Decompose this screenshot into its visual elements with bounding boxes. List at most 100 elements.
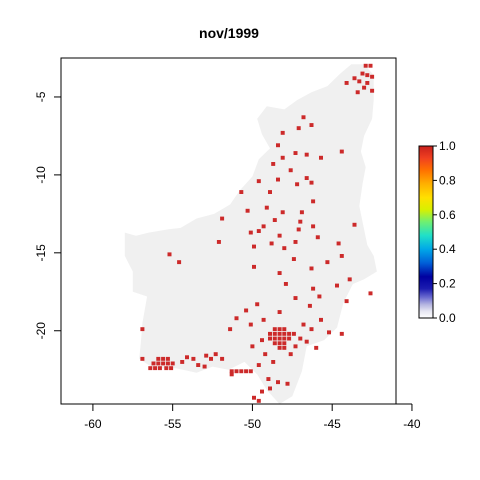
cell-value-1 [156,361,161,366]
cell-value-1 [282,327,287,332]
cell-value-1 [272,327,277,332]
cell-value-1 [256,179,261,184]
cell-value-1 [295,182,300,187]
cell-value-1 [220,356,225,361]
cell-value-1 [293,344,298,349]
cell-value-1 [151,361,156,366]
cell-value-1 [239,369,244,374]
x-tick-label: -50 [244,417,262,431]
cell-value-1 [280,210,285,215]
cell-value-1 [255,302,260,307]
cell-value-1 [291,331,296,336]
cell-value-1 [261,317,266,322]
cell-value-1 [293,296,298,300]
cell-value-1 [244,369,249,374]
cell-value-1 [260,338,264,343]
cell-value-1 [248,369,253,374]
cell-value-1 [272,336,277,341]
cell-value-1 [304,176,309,180]
cell-value-1 [368,291,373,296]
cell-value-1 [315,235,320,240]
cell-value-1 [319,155,323,160]
cell-value-1 [252,395,256,400]
cell-value-1 [169,366,174,371]
cell-value-1 [317,294,322,299]
cell-value-1 [277,331,282,336]
cell-value-1 [276,177,280,182]
y-tick-label: -10 [34,166,48,184]
cell-value-1 [288,352,293,357]
cell-value-1 [365,73,370,78]
cell-value-1 [288,168,293,173]
colorbar-gradient [418,145,434,319]
cell-value-1 [368,63,373,68]
cell-value-1 [263,352,268,357]
y-tick-label: -20 [34,322,48,340]
x-axis: -60 -55 -50 -45 -40 [84,403,421,431]
cell-value-1 [362,85,367,90]
cell-value-1 [276,143,280,148]
cell-value-1 [291,257,296,261]
cell-value-1 [261,224,266,229]
cell-value-1 [276,380,280,385]
cell-value-1 [311,224,316,229]
cell-value-1 [363,63,368,68]
cell-value-1 [285,381,290,386]
cell-value-1 [304,152,309,157]
cell-value-1 [185,355,189,360]
cell-value-1 [271,360,276,364]
cell-value-1 [164,366,169,371]
cell-value-1 [296,126,301,131]
cell-value-1 [282,336,287,341]
y-axis: -5 -10 -15 -20 [34,91,62,340]
cell-value-1 [301,322,306,327]
cell-value-1 [161,356,166,361]
cell-value-1 [234,369,239,374]
x-tick-label: -60 [84,417,102,431]
cell-value-1 [309,180,314,185]
cell-value-1 [287,331,292,336]
cell-value-1 [153,366,158,371]
colorbar-tick-label: 1.0 [439,139,456,153]
cell-value-1 [244,308,249,313]
cell-value-1 [196,363,201,367]
cell-value-1 [344,81,349,85]
cell-value-1 [177,260,182,265]
x-tick-label: -40 [403,417,421,431]
cell-value-1 [339,149,344,154]
cell-value-1 [287,336,292,341]
cell-value-1 [293,151,298,155]
map-layer [124,63,377,404]
cell-value-1 [347,277,352,282]
cell-value-1 [202,364,207,369]
cell-value-1 [209,356,213,361]
cell-value-1 [204,353,209,358]
cell-value-1 [282,246,287,251]
colorbar-tick-label: 0.6 [439,208,456,222]
cell-value-1 [344,299,349,304]
colorbar-tick-label: 0.0 [439,311,456,325]
cell-value-1 [304,339,309,344]
cell-value-1 [277,336,282,341]
cell-value-1 [360,71,365,76]
y-tick-label: -15 [34,244,48,262]
colorbar-legend: 0.0 0.2 0.4 0.6 0.8 1.0 [418,139,456,325]
cell-value-1 [229,369,234,374]
cell-value-1 [234,316,239,321]
cell-value-1 [167,252,172,257]
cell-value-1 [268,331,272,336]
cell-value-1 [355,90,360,95]
cell-value-1 [307,303,312,308]
cell-value-1 [156,356,161,361]
cell-value-1 [357,79,362,84]
cell-value-1 [282,331,287,336]
cell-value-1 [325,260,330,265]
cell-value-1 [213,352,218,357]
cell-value-1 [271,162,276,166]
cell-value-1 [228,327,233,332]
cell-value-1 [301,115,306,120]
cell-value-1 [272,341,277,346]
cell-value-1 [256,229,261,233]
cell-value-1 [277,271,282,275]
